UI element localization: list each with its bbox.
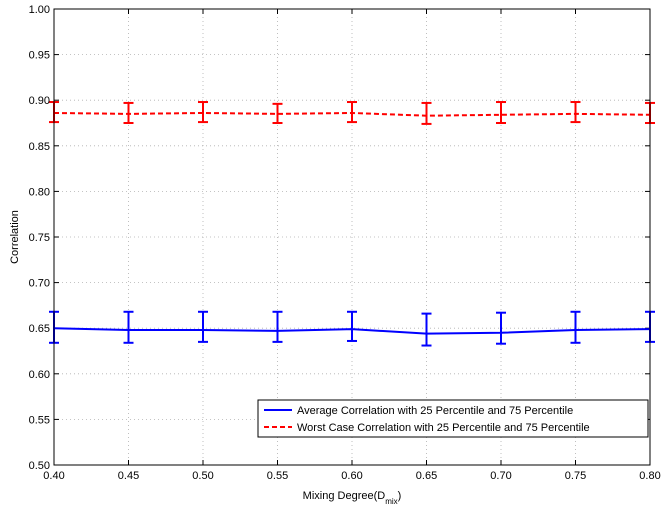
- y-tick-label: 0.75: [29, 232, 50, 244]
- x-tick-label: 0.65: [416, 470, 437, 482]
- error-bar: [198, 101, 208, 124]
- error-bar: [570, 101, 581, 124]
- legend-label-average: Average Correlation with 25 Percentile a…: [297, 405, 573, 417]
- error-bar: [123, 310, 134, 344]
- y-tick-label: 0.90: [29, 95, 50, 107]
- x-tick-label: 0.50: [192, 470, 213, 482]
- y-tick-label: 0.95: [29, 50, 50, 62]
- x-tick-label: 0.40: [43, 470, 64, 482]
- y-tick-label: 1.00: [29, 4, 50, 16]
- x-tick-label: 0.45: [118, 470, 139, 482]
- y-tick-label: 0.65: [29, 323, 50, 335]
- y-axis-label: Correlation: [9, 210, 21, 264]
- x-tick-label: 0.60: [341, 470, 362, 482]
- y-tick-label: 0.85: [29, 141, 50, 153]
- error-bar: [123, 101, 134, 124]
- y-tick-label: 0.50: [29, 460, 50, 472]
- y-tick-label: 0.60: [29, 369, 50, 381]
- error-bar: [198, 310, 208, 343]
- x-tick-label: 0.80: [639, 470, 660, 482]
- error-bar: [272, 102, 283, 124]
- legend-label-worst: Worst Case Correlation with 25 Percentil…: [297, 422, 590, 434]
- error-bar: [347, 101, 357, 124]
- series-0: [49, 310, 655, 347]
- error-bar: [272, 310, 283, 343]
- y-tick-label: 0.55: [29, 414, 50, 426]
- x-tick-label: 0.70: [490, 470, 511, 482]
- error-bar: [496, 311, 506, 345]
- x-axis-label-main: Mixing Degree(D: [303, 490, 386, 502]
- x-axis-label-subscript: mix: [385, 497, 397, 506]
- legend-box: [257, 399, 649, 438]
- y-tick-label: 0.80: [29, 186, 50, 198]
- tick-labels: 0.40 0.45 0.50 0.55 0.60 0.65 0.70 0.75 0.80 0.50…: [29, 4, 661, 482]
- legend: Average Correlation with 25 Percentile a…: [257, 399, 649, 438]
- y-tick-label: 0.70: [29, 278, 50, 290]
- error-bar: [421, 312, 432, 347]
- error-bar: [347, 310, 357, 342]
- error-bar: [570, 310, 581, 344]
- x-tick-label: 0.75: [565, 470, 586, 482]
- plot-frame: [53, 8, 651, 466]
- error-bar: [496, 101, 506, 124]
- x-axis-label-close: ): [398, 490, 402, 502]
- x-tick-label: 0.55: [267, 470, 288, 482]
- error-bar: [421, 101, 432, 125]
- x-axis-label: Mixing Degree(Dmix): [303, 490, 402, 506]
